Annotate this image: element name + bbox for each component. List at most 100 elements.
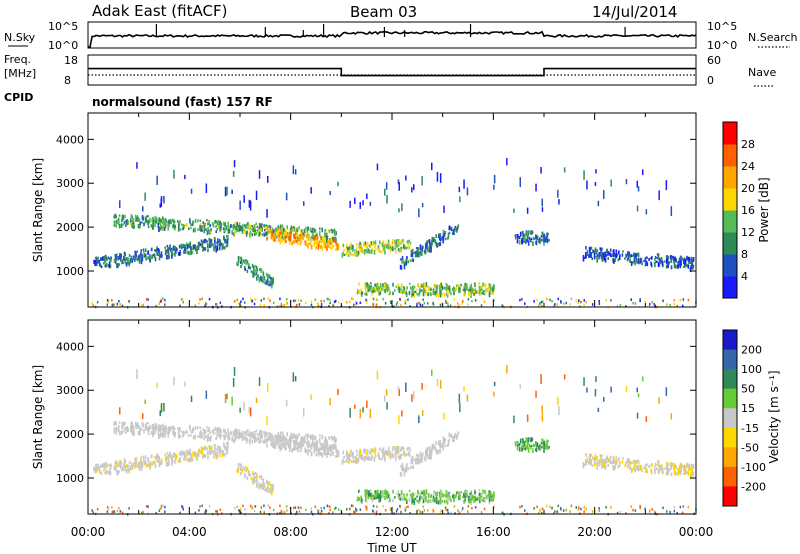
velocity-pixel bbox=[286, 509, 289, 512]
power-pixel bbox=[660, 257, 663, 260]
velocity-pixel bbox=[398, 493, 401, 497]
velocity-pixel bbox=[160, 403, 163, 413]
velocity-pixel bbox=[598, 509, 601, 513]
velocity-pixel bbox=[356, 453, 358, 456]
power-pixel bbox=[208, 219, 210, 225]
velocity-pixel bbox=[158, 509, 161, 512]
velocity-pixel bbox=[171, 458, 174, 463]
velocity-pixel bbox=[484, 489, 486, 494]
velocity-pixel bbox=[268, 432, 271, 435]
power-pixel bbox=[621, 253, 624, 257]
velocity-pixel bbox=[277, 432, 280, 436]
velocity-pixel bbox=[186, 430, 188, 435]
velocity-pixel bbox=[662, 506, 664, 510]
power-pixel bbox=[379, 283, 382, 288]
velocity-pixel bbox=[439, 493, 441, 498]
velocity-pixel bbox=[144, 460, 147, 465]
power-pixel bbox=[271, 283, 273, 289]
power-pixel bbox=[684, 264, 686, 268]
power-pixel bbox=[487, 285, 490, 291]
velocity-pixel bbox=[578, 506, 580, 509]
velocity-pixel bbox=[549, 505, 551, 509]
velocity-pixel bbox=[305, 433, 307, 437]
power-pixel bbox=[365, 292, 368, 296]
power-pixel bbox=[470, 283, 473, 289]
velocity-pixel bbox=[241, 435, 243, 439]
power-pixel bbox=[530, 237, 533, 240]
power-pixel bbox=[460, 284, 462, 287]
velocity-pixel bbox=[173, 431, 176, 436]
power-pixel bbox=[118, 263, 120, 267]
power-pixel bbox=[461, 302, 463, 305]
velocity-colorbar-tick: 100 bbox=[741, 363, 762, 376]
velocity-pixel bbox=[385, 449, 387, 455]
power-pixel bbox=[249, 200, 252, 211]
velocity-pixel bbox=[381, 494, 383, 498]
power-pixel bbox=[445, 282, 448, 286]
power-pixel bbox=[175, 247, 178, 252]
power-pixel bbox=[583, 303, 585, 306]
power-pixel bbox=[308, 233, 310, 237]
power-pixel bbox=[379, 291, 382, 295]
date-title: 14/Jul/2014 bbox=[592, 3, 677, 21]
velocity-pixel bbox=[394, 455, 397, 461]
velocity-pixel bbox=[396, 508, 399, 511]
velocity-pixel bbox=[639, 506, 641, 510]
power-pixel bbox=[262, 271, 265, 276]
velocity-pixel bbox=[388, 500, 390, 503]
velocity-pixel bbox=[379, 494, 382, 500]
power-pixel bbox=[609, 253, 612, 258]
power-pixel bbox=[603, 190, 605, 199]
freq-unit-label: [MHz] bbox=[4, 67, 36, 80]
power-pixel bbox=[466, 187, 469, 196]
velocity-pixel bbox=[157, 430, 160, 435]
velocity-pixel bbox=[589, 457, 591, 463]
x-tick-label: 16:00 bbox=[476, 525, 511, 539]
power-pixel bbox=[263, 304, 265, 307]
power-pixel bbox=[630, 261, 633, 266]
velocity-pixel bbox=[440, 509, 443, 512]
velocity-pixel bbox=[416, 509, 418, 513]
velocity-pixel bbox=[219, 434, 221, 438]
power-pixel bbox=[413, 290, 415, 294]
velocity-pixel bbox=[323, 447, 325, 450]
power-pixel bbox=[248, 263, 250, 266]
velocity-pixel bbox=[612, 465, 615, 470]
y-tick-label: 2000 bbox=[56, 221, 84, 234]
power-pixel bbox=[146, 215, 148, 218]
power-pixel bbox=[279, 224, 282, 230]
power-pixel bbox=[259, 231, 261, 235]
power-pixel bbox=[154, 249, 156, 252]
velocity-pixel bbox=[600, 456, 602, 460]
velocity-pixel bbox=[199, 434, 202, 438]
velocity-pixel bbox=[308, 448, 310, 451]
power-pixel bbox=[396, 240, 398, 246]
velocity-pixel bbox=[416, 459, 418, 463]
velocity-pixel bbox=[430, 450, 433, 454]
power-pixel bbox=[645, 209, 648, 215]
power-pixel bbox=[478, 289, 481, 295]
velocity-pixel bbox=[337, 452, 340, 458]
velocity-pixel bbox=[617, 465, 620, 469]
velocity-pixel bbox=[310, 445, 313, 450]
power-pixel bbox=[280, 239, 283, 243]
power-pixel bbox=[418, 301, 420, 305]
velocity-pixel bbox=[300, 443, 302, 448]
velocity-pixel bbox=[366, 456, 369, 461]
power-pixel bbox=[408, 245, 411, 250]
velocity-pixel bbox=[370, 496, 372, 500]
power-pixel bbox=[613, 249, 615, 254]
velocity-pixel bbox=[128, 507, 130, 510]
velocity-pixel bbox=[692, 464, 695, 469]
velocity-pixel bbox=[152, 432, 154, 437]
power-pixel bbox=[263, 233, 266, 237]
velocity-pixel bbox=[401, 462, 404, 467]
velocity-pixel bbox=[245, 440, 248, 444]
velocity-pixel bbox=[255, 475, 257, 479]
velocity-pixel bbox=[254, 505, 256, 508]
velocity-pixel bbox=[335, 506, 337, 510]
power-pixel bbox=[294, 299, 297, 302]
velocity-pixel bbox=[267, 437, 269, 442]
power-pixel bbox=[181, 298, 183, 301]
